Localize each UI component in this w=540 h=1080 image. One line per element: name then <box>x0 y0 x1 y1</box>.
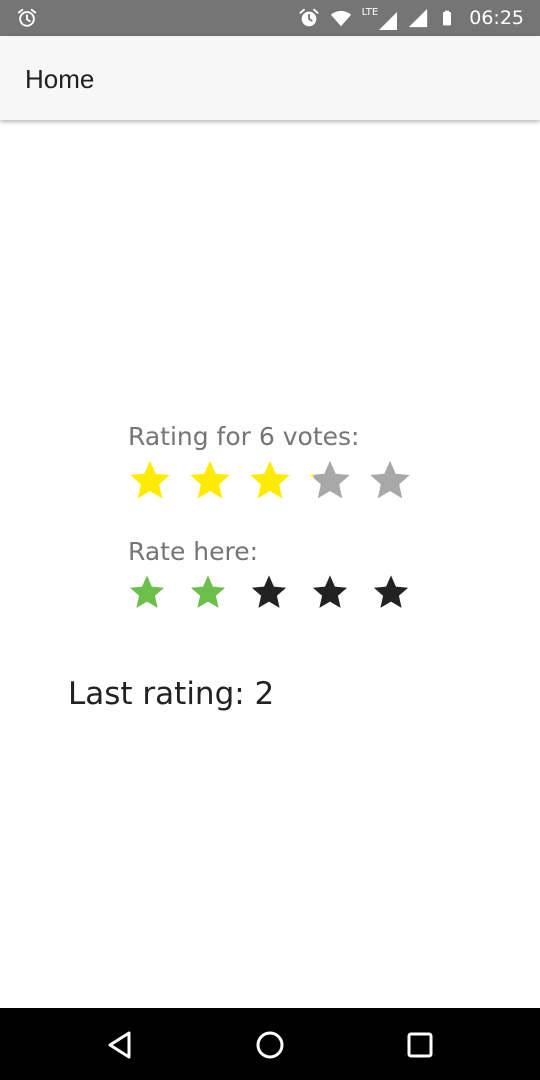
average-rating-star-5 <box>370 460 410 499</box>
network-label: LTE <box>361 7 379 18</box>
user-rating-star-1[interactable] <box>128 573 166 611</box>
user-rating-bar[interactable] <box>128 573 433 611</box>
home-icon[interactable] <box>255 1030 285 1060</box>
navigation-bar <box>0 1008 540 1080</box>
wifi-icon <box>330 11 351 27</box>
user-rating-star-3[interactable] <box>250 573 288 611</box>
average-rating-label: Rating for 6 votes: <box>128 422 360 451</box>
lte-signal-icon: LTE <box>362 5 398 31</box>
page-title: Home <box>25 64 95 94</box>
signal-bars-icon <box>379 12 398 30</box>
status-bar: LTE 06:25 <box>0 0 540 36</box>
average-rating-stars <box>128 458 428 502</box>
average-rating-star-2 <box>190 460 230 499</box>
status-time: 06:25 <box>469 7 524 29</box>
average-rating-star-3 <box>250 460 290 499</box>
user-rating-star-2[interactable] <box>189 573 227 611</box>
back-icon[interactable] <box>105 1030 135 1060</box>
user-rating-label: Rate here: <box>128 537 259 566</box>
user-rating-star-4[interactable] <box>311 573 349 611</box>
app-bar: Home <box>0 36 540 120</box>
recents-icon[interactable] <box>405 1030 435 1060</box>
average-rating-star-1 <box>130 460 170 499</box>
signal-icon <box>409 8 428 28</box>
alarm-icon <box>17 8 37 27</box>
last-rating-text: Last rating: 2 <box>68 676 275 712</box>
user-rating-star-5[interactable] <box>372 573 410 611</box>
alarm-icon <box>298 8 319 27</box>
battery-icon <box>443 10 452 26</box>
average-rating-star-4 <box>310 460 350 499</box>
